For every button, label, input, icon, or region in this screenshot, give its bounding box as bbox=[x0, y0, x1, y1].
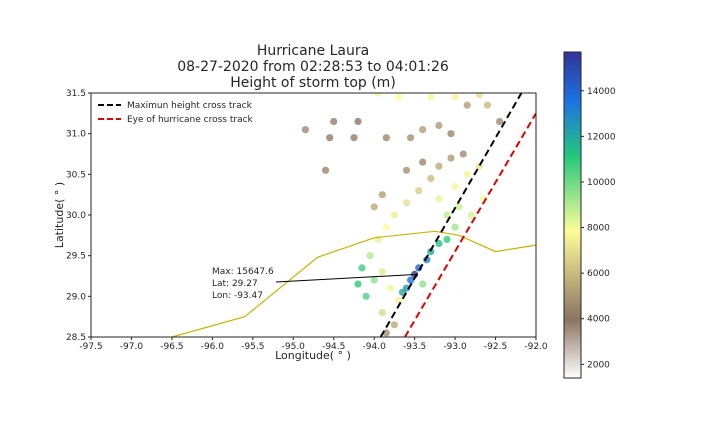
y-tick-label: 29.5 bbox=[66, 252, 86, 262]
storm-point bbox=[415, 187, 422, 194]
x-tick-label: -93.5 bbox=[403, 342, 426, 352]
storm-point bbox=[322, 167, 329, 174]
storm-point bbox=[447, 130, 454, 137]
storm-point bbox=[464, 171, 471, 178]
storm-point bbox=[452, 183, 459, 190]
storm-point bbox=[403, 167, 410, 174]
storm-point bbox=[302, 126, 309, 133]
storm-point bbox=[350, 134, 357, 141]
storm-point bbox=[354, 118, 361, 125]
colorbar-tick-label: 2000 bbox=[587, 360, 610, 370]
storm-point bbox=[395, 94, 402, 101]
annotation-max: Max: 15647.6 bbox=[212, 267, 274, 277]
storm-point bbox=[484, 102, 491, 109]
storm-point bbox=[419, 281, 426, 288]
x-tick-label: -96.0 bbox=[201, 342, 225, 352]
x-tick-label: -93.0 bbox=[443, 342, 467, 352]
storm-point bbox=[452, 94, 459, 101]
colorbar-tick-label: 6000 bbox=[587, 269, 610, 279]
x-tick-label: -92.0 bbox=[524, 342, 548, 352]
storm-point bbox=[427, 94, 434, 101]
y-tick-label: 28.5 bbox=[66, 333, 86, 343]
storm-point bbox=[419, 159, 426, 166]
storm-point bbox=[407, 134, 414, 141]
storm-point bbox=[387, 285, 394, 292]
storm-point bbox=[443, 236, 450, 243]
annotation-lat: Lat: 29.27 bbox=[212, 279, 258, 289]
colorbar-ticks: 2000 4000 6000 8000 10000 12000 14000 bbox=[581, 87, 616, 371]
y-axis-label: Latitude( ° ) bbox=[53, 182, 66, 248]
storm-point bbox=[383, 224, 390, 231]
annotation-lon: Lon: -93.47 bbox=[212, 291, 263, 301]
colorbar bbox=[564, 52, 581, 378]
storm-point bbox=[383, 134, 390, 141]
storm-point bbox=[419, 126, 426, 133]
colorbar-tick-label: 12000 bbox=[587, 132, 616, 142]
storm-point bbox=[379, 191, 386, 198]
y-tick-label: 30.5 bbox=[66, 170, 86, 180]
legend-label-max-track: Maximun height cross track bbox=[127, 101, 253, 111]
colorbar-tick-label: 4000 bbox=[587, 315, 610, 325]
storm-point bbox=[447, 155, 454, 162]
x-tick-label: -94.0 bbox=[363, 342, 387, 352]
y-tick-label: 29.0 bbox=[66, 292, 86, 302]
storm-point bbox=[330, 118, 337, 125]
y-tick-label: 31.0 bbox=[66, 130, 86, 140]
storm-point bbox=[379, 268, 386, 275]
colorbar-tick-label: 8000 bbox=[587, 224, 610, 234]
y-axis-ticks: 28.5 29.0 29.5 30.0 30.5 31.0 31.5 bbox=[66, 89, 91, 343]
storm-point bbox=[379, 309, 386, 316]
storm-point bbox=[403, 199, 410, 206]
chart-title-line-3: Height of storm top (m) bbox=[230, 75, 396, 91]
storm-point bbox=[427, 175, 434, 182]
colorbar-tick-label: 10000 bbox=[587, 178, 616, 188]
legend-label-eye-track: Eye of hurricane cross track bbox=[127, 115, 254, 125]
x-tick-label: -97.0 bbox=[120, 342, 144, 352]
storm-point bbox=[456, 203, 463, 210]
storm-point bbox=[371, 203, 378, 210]
colorbar-tick-label: 14000 bbox=[587, 87, 616, 97]
storm-point bbox=[391, 211, 398, 218]
storm-point bbox=[354, 281, 361, 288]
storm-point bbox=[391, 321, 398, 328]
storm-point bbox=[476, 91, 483, 98]
storm-point bbox=[452, 224, 459, 231]
x-tick-label: -97.5 bbox=[79, 342, 102, 352]
storm-point bbox=[363, 293, 370, 300]
x-tick-label: -95.5 bbox=[241, 342, 264, 352]
y-tick-label: 30.0 bbox=[66, 211, 86, 221]
storm-point bbox=[371, 277, 378, 284]
storm-point bbox=[464, 102, 471, 109]
storm-point bbox=[435, 163, 442, 170]
x-tick-label: -92.5 bbox=[484, 342, 507, 352]
chart-title-line-2: 08-27-2020 from 02:28:53 to 04:01:26 bbox=[177, 59, 449, 75]
y-tick-label: 31.5 bbox=[66, 89, 86, 99]
storm-point bbox=[435, 195, 442, 202]
storm-point bbox=[367, 252, 374, 259]
storm-point bbox=[435, 122, 442, 129]
x-axis-label: Longitude( ° ) bbox=[275, 349, 351, 362]
storm-point bbox=[326, 134, 333, 141]
storm-point bbox=[496, 118, 503, 125]
storm-point bbox=[460, 150, 467, 157]
chart-title-line-1: Hurricane Laura bbox=[257, 43, 369, 59]
storm-point bbox=[358, 264, 365, 271]
x-tick-label: -96.5 bbox=[160, 342, 183, 352]
